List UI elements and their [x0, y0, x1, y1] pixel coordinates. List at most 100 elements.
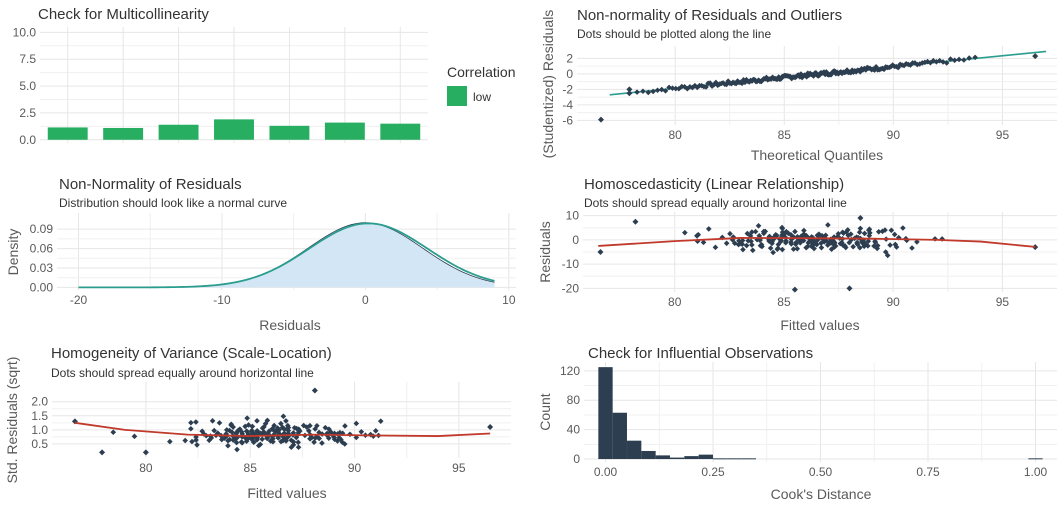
vif-title: Check for Multicollinearity [38, 6, 209, 23]
y-tick-label: 10 [566, 209, 580, 223]
y-tick-label: 0 [566, 67, 573, 81]
scale-location-point [295, 444, 302, 451]
scale-location-point [250, 434, 257, 441]
scale-location-point [264, 417, 271, 424]
scale-location-point [242, 434, 248, 441]
x-tick-label: 0.00 [594, 465, 618, 479]
qq-point [687, 84, 693, 90]
vif-bar [103, 127, 144, 140]
histogram-bar [641, 450, 656, 460]
scale-location-point [275, 435, 282, 441]
residual-point [695, 231, 702, 238]
residual-point [854, 240, 860, 247]
qq-point [672, 85, 679, 92]
residual-point [857, 215, 864, 222]
scale-location-point [245, 431, 252, 437]
vif-bar [214, 119, 254, 140]
x-tick-label: 1.00 [1024, 465, 1048, 479]
scale-location-point [270, 426, 276, 433]
scale-location-point [326, 426, 332, 432]
scale-location-point [131, 433, 138, 440]
qq-point [933, 58, 940, 65]
legend-label: low [473, 90, 491, 104]
qq-point [669, 85, 676, 92]
vif-bar [324, 122, 365, 140]
residual-point [758, 241, 765, 248]
qq-point [972, 54, 978, 61]
vif-panel [40, 27, 467, 143]
scale-location-point [233, 429, 240, 436]
scale-location-point [334, 431, 341, 437]
scaleloc-subtitle: Dots should spread equally around horizo… [51, 366, 314, 380]
residual-point [861, 230, 868, 237]
qq-panel [577, 46, 1057, 125]
scaleloc-y-axis-label: Std. Residuals (sqrt) [4, 357, 20, 484]
residual-point [839, 229, 846, 236]
residual-point [887, 242, 893, 248]
residual-point [775, 241, 782, 248]
residual-point [893, 244, 900, 250]
residual-point [774, 232, 780, 239]
x-tick-label: 0.75 [916, 465, 940, 479]
scale-location-point [280, 413, 287, 420]
scale-location-point [270, 438, 276, 445]
density-area [78, 222, 495, 288]
residual-point [824, 242, 831, 248]
density-panel [57, 213, 516, 290]
homosced-panel [583, 212, 1057, 293]
scale-location-point [295, 426, 302, 433]
residual-point [760, 228, 767, 235]
residual-point [808, 243, 815, 249]
qq-point [634, 89, 640, 95]
cooks-y-axis-label: Count [537, 393, 553, 430]
residual-point [730, 234, 737, 240]
residual-point [790, 246, 797, 252]
scale-location-point [99, 449, 106, 456]
qq-point [1032, 53, 1039, 60]
residual-point [818, 240, 824, 246]
residual-point [723, 240, 730, 247]
x-tick-label: 95 [452, 461, 466, 475]
residual-point [694, 238, 701, 245]
scale-location-point [254, 437, 260, 443]
qq-point [861, 65, 868, 72]
legend-title: Correlation [447, 64, 515, 80]
residual-point [739, 237, 746, 244]
qq-point [626, 90, 633, 97]
qq-point [749, 78, 755, 84]
scale-location-point [223, 427, 230, 433]
scale-location-point [167, 438, 173, 445]
scale-location-point [193, 437, 199, 443]
histogram-bar [727, 458, 742, 460]
residual-point [888, 227, 895, 234]
residual-point [749, 242, 755, 248]
qq-point [956, 56, 962, 63]
scale-location-point [189, 438, 195, 445]
scale-location-point [244, 415, 250, 421]
residual-point [808, 234, 815, 240]
scaleloc-x-axis-label: Fitted values [247, 485, 326, 501]
residual-point [740, 246, 746, 253]
y-tick-label: 5.0 [19, 79, 36, 93]
scale-location-point [377, 418, 384, 424]
qq-point [803, 74, 810, 80]
residual-point [795, 236, 802, 243]
x-tick-label: 0 [362, 293, 369, 307]
cooks-x-axis-label: Cook's Distance [771, 486, 872, 502]
residual-point [875, 228, 882, 235]
qq-point [844, 67, 850, 73]
loess-line [598, 237, 1036, 248]
qq-point [795, 72, 802, 78]
scale-location-point [325, 435, 332, 441]
residual-point [856, 229, 863, 235]
y-tick-label: 2 [566, 51, 573, 65]
x-tick-label: 80 [668, 295, 682, 309]
x-tick-label: 90 [886, 295, 900, 309]
scale-location-point [211, 427, 217, 434]
qq-title: Non-normality of Residuals and Outliers [577, 7, 842, 24]
scale-location-point [314, 422, 320, 429]
residual-point [914, 239, 920, 245]
qq-point [640, 88, 646, 95]
y-tick-label: 40 [567, 423, 581, 437]
